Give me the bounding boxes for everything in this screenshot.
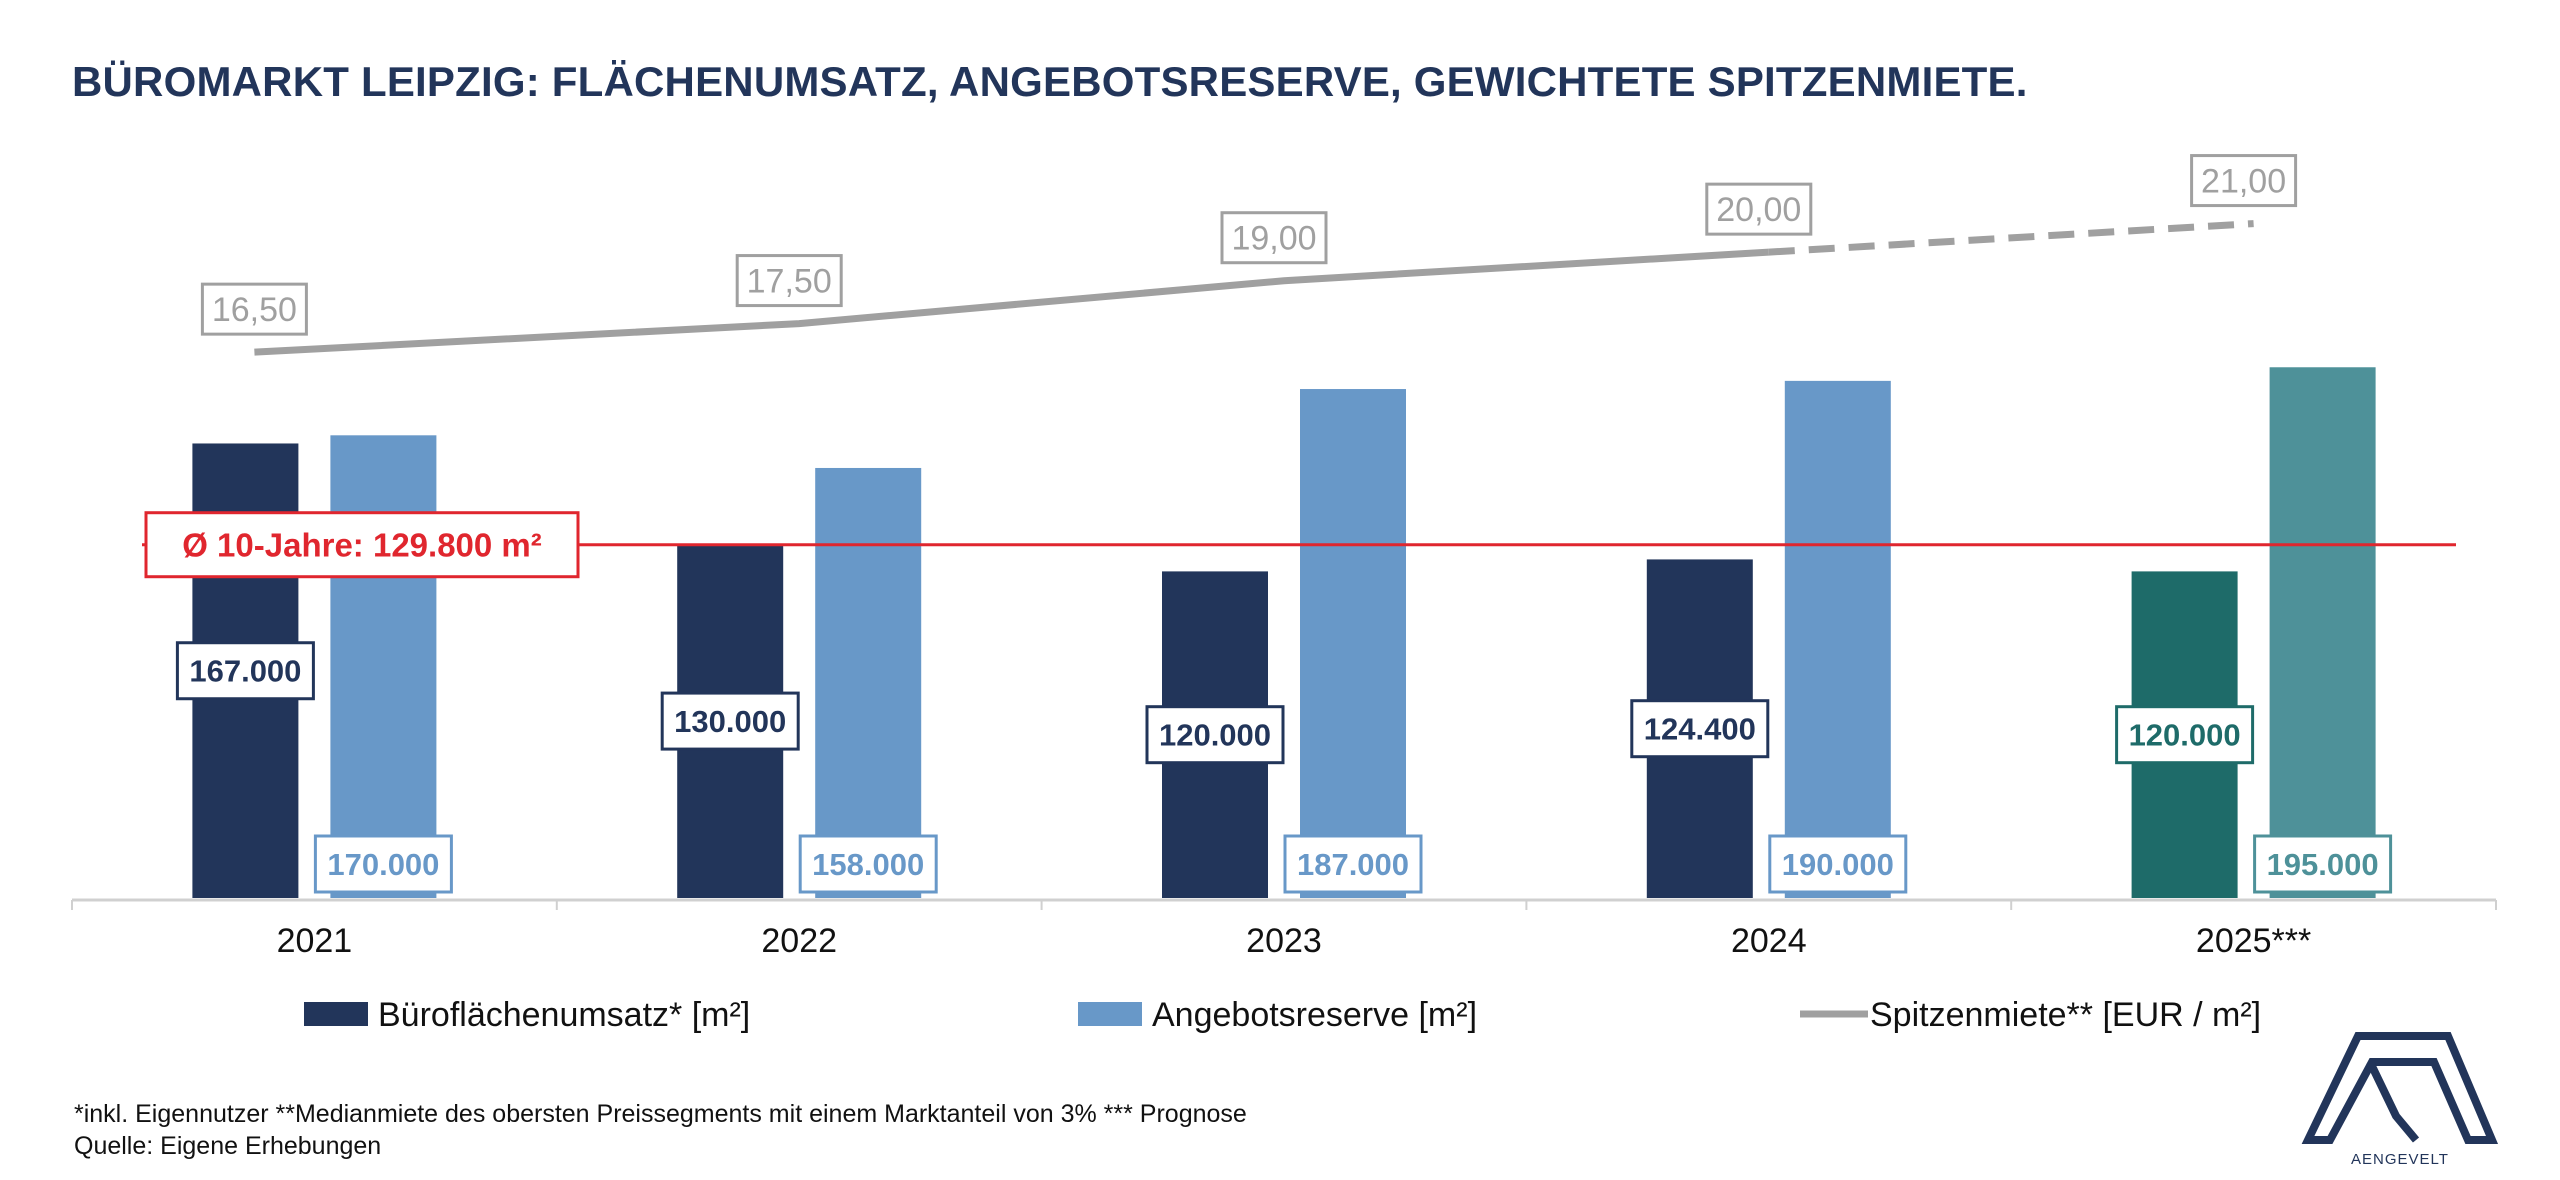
legend-label-miete: Spitzenmiete** [EUR / m²] (1870, 996, 2261, 1034)
logo-mark-icon (2301, 1032, 2499, 1144)
rent-label-box (2190, 154, 2298, 208)
footnote-source: Quelle: Eigene Erhebungen (74, 1132, 382, 1160)
reserve-value-label-2021: 170.000 (327, 847, 439, 882)
rent-value-label-2022: 17,50 (747, 263, 832, 301)
bar-reserve-2021 (330, 435, 437, 898)
umsatz-label-box (175, 641, 315, 701)
legend-label-umsatz: Büroflächenumsatz* [m²] (378, 996, 750, 1034)
office-market-chart: 2021 2022 2023 2024 2025*** 167.000 170.000 130… (71, 154, 2497, 1034)
x-tick-label-2021: 2021 (277, 922, 353, 960)
footnote-line-1: *inkl. Eigennutzer **Medianmiete des obe… (74, 1100, 1247, 1128)
reserve-value-label-2024: 190.000 (1782, 847, 1894, 882)
umsatz-label-box (660, 691, 800, 751)
reserve-value-label-2022: 158.000 (812, 847, 924, 882)
reserve-label-box (2253, 834, 2393, 894)
rent-value-label-2025: 21,00 (2201, 163, 2286, 201)
umsatz-value-label-2025: 120.000 (2129, 718, 2241, 753)
aengevelt-logo: AENGEVELT (2301, 1032, 2499, 1168)
reserve-value-label-2025: 195.000 (2267, 847, 2379, 882)
average-label: Ø 10-Jahre: 129.800 m² (182, 527, 542, 564)
umsatz-value-label-2021: 167.000 (189, 654, 301, 689)
rent-line-solid (254, 248, 1770, 356)
x-tick-label-2025: 2025*** (2196, 922, 2311, 960)
umsatz-value-label-2024: 124.400 (1644, 712, 1756, 747)
bar-reserve-2024 (1784, 380, 1891, 898)
rent-label-box (735, 254, 843, 308)
x-tick-label-2024: 2024 (1731, 922, 1807, 960)
reserve-label-box (1768, 834, 1908, 894)
x-tick-label-2022: 2022 (761, 922, 837, 960)
rent-label-box (1220, 211, 1328, 265)
legend-swatch-umsatz (304, 1002, 368, 1026)
umsatz-label-box (1145, 705, 1285, 765)
logo-wordmark: AENGEVELT (2351, 1151, 2449, 1168)
reserve-label-box (1283, 834, 1423, 894)
logo-inner-icon (2366, 1060, 2420, 1143)
umsatz-value-label-2023: 120.000 (1159, 718, 1271, 753)
rent-value-label-2023: 19,00 (1231, 220, 1316, 258)
legend-label-reserve: Angebotsreserve [m²] (1152, 996, 1477, 1034)
rent-label-box (200, 282, 308, 336)
bar-reserve-2022 (815, 467, 922, 898)
rent-line-forecast (1768, 220, 2254, 256)
bar-reserve-2023 (1300, 389, 1406, 898)
x-tick-label-2023: 2023 (1246, 922, 1322, 960)
reserve-value-label-2023: 187.000 (1297, 847, 1409, 882)
umsatz-label-box (2115, 705, 2255, 765)
rent-label-box (1705, 182, 1813, 236)
reserve-label-box (313, 834, 453, 894)
average-label-box (144, 511, 580, 579)
rent-value-label-2024: 20,00 (1716, 191, 1801, 229)
footnote: *inkl. Eigennutzer **Medianmiete des obe… (74, 1098, 1247, 1162)
umsatz-label-box (1630, 699, 1770, 759)
bar-reserve-2025 (2269, 367, 2376, 898)
legend-swatch-reserve (1078, 1002, 1142, 1026)
reserve-label-box (798, 834, 938, 894)
rent-value-label-2021: 16,50 (212, 291, 297, 329)
umsatz-value-label-2022: 130.000 (674, 704, 786, 739)
chart-title: BÜROMARKT LEIPZIG: FLÄCHENUMSATZ, ANGEBO… (72, 58, 2028, 105)
